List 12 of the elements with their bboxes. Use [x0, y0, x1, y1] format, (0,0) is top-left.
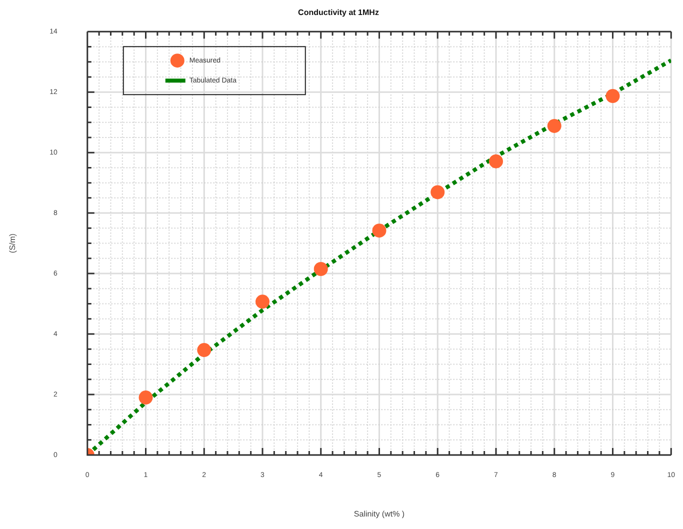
point [197, 343, 212, 358]
point [547, 118, 562, 133]
point [372, 224, 386, 238]
x-axis-title: Salinity (wt% ) [354, 509, 405, 518]
point [138, 390, 153, 405]
point [256, 294, 270, 309]
y-axis-title: (S/m) [8, 233, 18, 254]
point [314, 262, 328, 276]
point [488, 154, 503, 168]
point [430, 185, 445, 200]
point [606, 89, 620, 104]
chart-title: Conductivity at 1MHz [298, 8, 379, 18]
